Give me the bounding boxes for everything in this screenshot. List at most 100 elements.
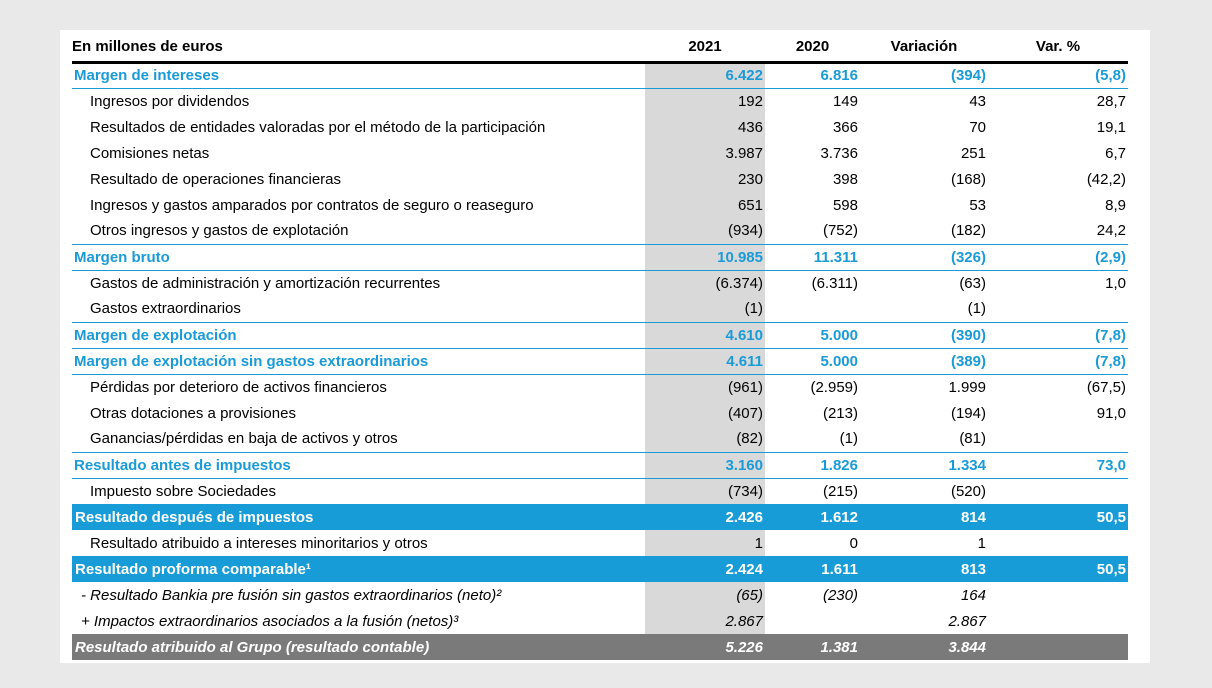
value-var-pct [988,608,1128,634]
value-var-pct: (7,8) [1095,352,1126,370]
value-2021: (934) [645,218,765,244]
value-variacion: (389) [950,352,986,370]
value-2021: (407) [645,400,765,426]
value-2021: 230 [645,166,765,192]
value-var-pct: 24,2 [1096,222,1126,240]
table-row-highlight: Resultado después de impuestos 2.426 1.6… [72,504,1128,530]
table-row-highlight: Resultado proforma comparable¹ 2.424 1.6… [72,556,1128,582]
value-2020: (752) [822,222,858,240]
value-2021: (82) [645,426,765,452]
row-label: Resultado atribuido a intereses minorita… [90,534,428,552]
row-label: Resultado antes de impuestos [74,456,291,474]
value-var-pct: 73,0 [1096,456,1126,474]
value-2021: 4.610 [645,322,765,348]
value-variacion: (520) [950,482,986,500]
value-variacion: (1) [967,300,986,318]
value-2021: 10.985 [645,244,765,270]
value-2021: 436 [645,114,765,140]
value-2021: 192 [645,88,765,114]
value-2020: 6.816 [820,67,858,84]
row-label: Resultado después de impuestos [75,508,314,526]
value-2020: 1.612 [820,508,858,526]
column-header-variacion: Variación [890,37,958,55]
row-label: Otras dotaciones a provisiones [90,404,296,422]
value-variacion: (182) [950,222,986,240]
value-2020: 149 [832,92,858,110]
value-2021: 4.611 [645,348,765,374]
row-label: Gastos de administración y amortización … [90,274,441,292]
table-row: Margen de explotación sin gastos extraor… [72,348,1128,374]
value-2020: 1.611 [821,560,858,578]
value-2020: 1.826 [820,456,858,474]
value-2021: 5.226 [725,638,763,656]
row-label: - Resultado Bankia pre fusión sin gastos… [81,586,502,604]
value-variacion: 53 [969,196,986,214]
value-2020: 366 [832,118,858,136]
value-2020: 11.311 [813,248,858,266]
value-2020 [765,296,860,322]
table-header-row: En millones de euros 2021 2020 Variación… [72,30,1128,62]
value-variacion: 813 [960,560,986,578]
value-var-pct: 50,5 [1096,560,1126,578]
row-label: Otros ingresos y gastos de explotación [90,222,349,240]
value-var-pct: (2,9) [1095,248,1126,266]
value-2021: 6.422 [645,62,765,88]
value-variacion: 2.867 [948,612,986,630]
value-variacion: 814 [960,508,986,526]
value-2020: (213) [822,404,858,422]
table-row: Margen bruto 10.985 11.311 (326) (2,9) [72,244,1128,270]
value-2021: (1) [645,296,765,322]
row-label: Pérdidas por deterioro de activos financ… [90,378,387,396]
value-var-pct: 91,0 [1096,404,1126,422]
value-variacion: (168) [950,170,986,188]
value-2021: (65) [645,582,765,608]
table-row-total: Resultado atribuido al Grupo (resultado … [72,634,1128,660]
value-variacion: 1 [977,534,986,552]
value-variacion: (194) [950,404,986,422]
table-row: Comisiones netas 3.987 3.736 251 6,7 [72,140,1128,166]
value-2020: (6.311) [811,274,858,292]
table-row: + Impactos extraordinarios asociados a l… [72,608,1128,634]
value-2020: (2.959) [810,378,858,396]
value-2020 [765,608,860,634]
value-2020: 3.736 [820,144,858,162]
value-var-pct [988,530,1128,556]
value-2021: 3.160 [645,452,765,478]
value-variacion: (390) [950,326,986,344]
value-2021: 1 [645,530,765,556]
table-row: Margen de intereses 6.422 6.816 (394) (5… [72,62,1128,88]
table-row: Margen de explotación 4.610 5.000 (390) … [72,322,1128,348]
table-row: Gastos extraordinarios (1) (1) [72,296,1128,322]
value-2020: 0 [849,534,858,552]
value-2020: (215) [822,482,858,500]
column-header-2020: 2020 [795,37,830,55]
value-var-pct [988,582,1128,608]
row-label: Impuesto sobre Sociedades [90,482,276,500]
value-variacion: 70 [969,118,986,136]
table-row: Impuesto sobre Sociedades (734) (215) (5… [72,478,1128,504]
table-row: Resultados de entidades valoradas por el… [72,114,1128,140]
value-var-pct [988,634,1128,660]
table-row: Ingresos por dividendos 192 149 43 28,7 [72,88,1128,114]
value-var-pct: 6,7 [1105,144,1126,162]
value-var-pct: 8,9 [1105,196,1126,214]
row-label: Resultado de operaciones financieras [90,170,341,188]
table-row: Gastos de administración y amortización … [72,270,1128,296]
row-label: Margen de intereses [74,67,220,84]
report-card: En millones de euros 2021 2020 Variación… [60,30,1150,663]
value-2021: (6.374) [645,270,765,296]
value-var-pct: 50,5 [1096,508,1126,526]
value-2021: 2.426 [725,508,763,526]
value-var-pct: (5,8) [1095,67,1126,84]
row-label: Gastos extraordinarios [90,300,241,318]
value-var-pct: (7,8) [1095,326,1126,344]
table-row: Otros ingresos y gastos de explotación (… [72,218,1128,244]
value-2021: 2.867 [645,608,765,634]
income-statement-table: En millones de euros 2021 2020 Variación… [72,30,1128,660]
table-row: Resultado antes de impuestos 3.160 1.826… [72,452,1128,478]
table-row: Pérdidas por deterioro de activos financ… [72,374,1128,400]
value-variacion: (81) [959,430,986,448]
table-row: Ganancias/pérdidas en baja de activos y … [72,426,1128,452]
value-2021: (734) [645,478,765,504]
value-2021: 2.424 [725,560,763,578]
